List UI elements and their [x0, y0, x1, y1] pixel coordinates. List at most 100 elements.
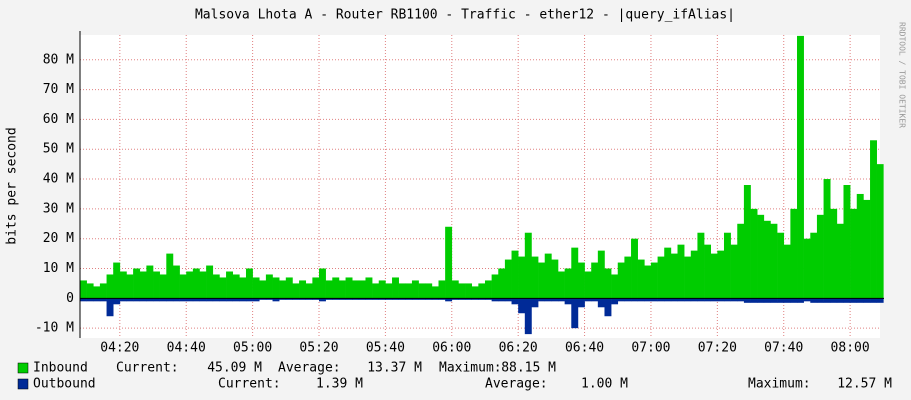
- area-step: [378, 280, 386, 299]
- legend-stat-label: Maximum:: [439, 361, 502, 376]
- y-tick-label: -10 M: [35, 321, 74, 336]
- y-axis-label: bits per second: [5, 127, 20, 244]
- legend-stat-value: 45.09 M: [207, 361, 262, 376]
- area-step: [206, 298, 214, 302]
- area-step: [777, 298, 785, 303]
- area-step: [823, 298, 831, 303]
- area-step: [265, 298, 273, 300]
- area-step: [272, 298, 280, 302]
- area-step: [172, 298, 180, 302]
- area-step: [146, 265, 154, 299]
- area-step: [106, 274, 114, 299]
- area-step: [863, 199, 871, 299]
- area-step: [179, 298, 187, 302]
- x-tick-label: 06:20: [499, 341, 538, 356]
- area-step: [816, 214, 824, 299]
- area-step: [571, 298, 579, 329]
- chart-title: Malsova Lhota A - Router RB1100 - Traffi…: [195, 8, 735, 23]
- area-step: [723, 298, 731, 302]
- area-step: [876, 298, 884, 303]
- area-step: [425, 298, 433, 300]
- area-step: [816, 298, 824, 303]
- area-step: [232, 298, 240, 302]
- area-step: [186, 271, 194, 299]
- area-step: [299, 298, 307, 300]
- area-step: [657, 298, 665, 302]
- area-step: [624, 256, 632, 299]
- area-step: [93, 298, 101, 302]
- area-step: [677, 298, 685, 302]
- legend-stat-value: 88.15 M: [501, 361, 556, 376]
- y-tick-label: 50 M: [43, 142, 74, 157]
- area-step: [637, 298, 645, 302]
- area-step: [245, 268, 253, 299]
- y-tick-label: 10 M: [43, 261, 74, 276]
- area-step: [192, 268, 200, 299]
- area-step: [199, 298, 207, 302]
- area-step: [166, 298, 174, 302]
- area-step: [119, 298, 127, 302]
- area-step: [743, 185, 751, 299]
- area-step: [577, 298, 585, 308]
- area-step: [358, 280, 366, 299]
- area-step: [644, 298, 652, 302]
- legend-label: Inbound: [33, 361, 88, 376]
- area-step: [179, 274, 187, 299]
- legend-swatch: [17, 362, 29, 374]
- area-step: [631, 298, 638, 302]
- area-step: [226, 271, 233, 299]
- x-tick-label: 08:00: [831, 341, 870, 356]
- area-step: [325, 298, 333, 300]
- area-step: [850, 208, 858, 299]
- area-step: [777, 232, 785, 299]
- area-step: [438, 280, 446, 299]
- area-step: [365, 277, 373, 299]
- area-step: [192, 298, 200, 302]
- area-step: [870, 298, 877, 303]
- area-step: [259, 298, 267, 300]
- area-step: [385, 298, 393, 300]
- area-step: [604, 298, 612, 317]
- area-step: [803, 238, 811, 299]
- area-step: [597, 298, 605, 308]
- area-step: [723, 232, 731, 299]
- area-step: [491, 274, 499, 299]
- area-step: [810, 298, 818, 303]
- area-step: [338, 280, 346, 299]
- area-step: [99, 298, 107, 302]
- area-step: [451, 298, 459, 300]
- area-step: [372, 298, 380, 300]
- area-step: [465, 298, 473, 300]
- area-step: [153, 298, 160, 302]
- area-step: [425, 283, 433, 299]
- area-step: [597, 250, 605, 299]
- area-step: [113, 298, 121, 305]
- area-step: [617, 298, 625, 302]
- area-step: [186, 298, 194, 302]
- area-step: [86, 298, 94, 302]
- area-step: [172, 265, 180, 299]
- y-tick-label: 0: [66, 291, 74, 306]
- x-tick-label: 04:20: [100, 341, 139, 356]
- area-step: [338, 298, 346, 300]
- area-step: [80, 298, 87, 302]
- x-tick-label: 05:20: [299, 341, 338, 356]
- area-step: [431, 286, 439, 299]
- x-tick-label: 07:00: [631, 341, 670, 356]
- area-step: [458, 298, 466, 300]
- area-step: [783, 298, 791, 303]
- area-step: [458, 283, 466, 299]
- area-step: [398, 283, 406, 299]
- area-step: [763, 220, 771, 299]
- legend-stat-label: Current:: [116, 361, 179, 376]
- area-step: [770, 223, 778, 299]
- area-step: [670, 298, 678, 302]
- area-step: [611, 274, 619, 299]
- area-step: [631, 238, 638, 299]
- area-step: [876, 164, 884, 299]
- legend-stat-label: Average:: [278, 361, 341, 376]
- area-step: [265, 274, 273, 299]
- area-step: [670, 253, 678, 299]
- area-step: [279, 298, 287, 300]
- area-step: [737, 298, 745, 302]
